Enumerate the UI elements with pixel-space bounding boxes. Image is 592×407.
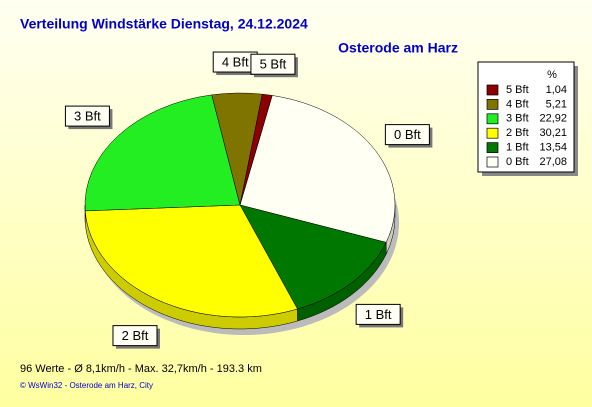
legend-value: 5,21	[546, 98, 567, 110]
callout-label: 4 Bft	[222, 54, 249, 69]
slice	[239, 204, 387, 310]
callout-box	[64, 105, 110, 127]
callout-label: 3 Bft	[74, 109, 101, 124]
slice	[239, 95, 396, 243]
callout-box	[112, 325, 158, 347]
callout-box	[355, 303, 401, 325]
legend-swatch	[486, 127, 499, 139]
legend-label: 3 Bft	[506, 113, 529, 125]
callout-box	[250, 53, 296, 75]
legend-label: 1 Bft	[506, 142, 529, 154]
slice-side-shade	[386, 205, 395, 255]
legend-swatch	[486, 142, 499, 153]
chart-title: Verteilung Windstärke Dienstag, 24.12.20…	[20, 16, 308, 32]
callout-box	[384, 124, 430, 146]
legend-swatch	[486, 156, 499, 168]
callout-label: 2 Bft	[122, 328, 149, 343]
slice	[84, 204, 298, 318]
legend-swatch	[486, 113, 499, 125]
callout-label: 1 Bft	[365, 307, 392, 322]
slice-side-shade	[85, 210, 298, 329]
callout-label: 0 Bft	[394, 127, 421, 142]
legend-label: 2 Bft	[506, 127, 529, 139]
footer: 96 Werte - Ø 8,1km/h - Max. 32,7km/h - 1…	[20, 363, 262, 375]
chart-subtitle: Osterode am Harz	[338, 40, 458, 56]
legend-value: 22,92	[539, 113, 567, 125]
legend-value: 27,08	[539, 156, 567, 168]
legend-value: 1,04	[546, 84, 567, 96]
credit: © WsWin32 - Osterode am Harz, City	[20, 381, 153, 390]
pie: 0 Bft 1 Bft 2 Bft 3 Bft 4 Bft 5 Bft	[64, 51, 433, 349]
callout-label: 5 Bft	[260, 57, 287, 72]
legend-value: 13,54	[539, 142, 567, 154]
slice	[239, 93, 273, 206]
legend-label: 0 Bft	[506, 156, 529, 168]
legend-swatch	[486, 84, 499, 96]
legend-header: %	[547, 69, 557, 81]
legend-swatch	[486, 99, 499, 110]
legend-label: 4 Bft	[506, 98, 529, 110]
legend-label: 5 Bft	[506, 84, 529, 96]
legend-value: 30,21	[539, 127, 567, 139]
slice	[84, 94, 241, 212]
